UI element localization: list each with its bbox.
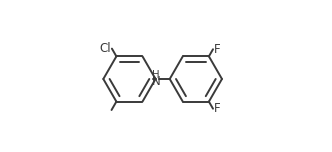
Text: F: F [214, 102, 220, 115]
Text: H: H [152, 70, 160, 80]
Text: Cl: Cl [100, 42, 111, 55]
Text: N: N [151, 75, 160, 88]
Text: F: F [214, 43, 220, 56]
